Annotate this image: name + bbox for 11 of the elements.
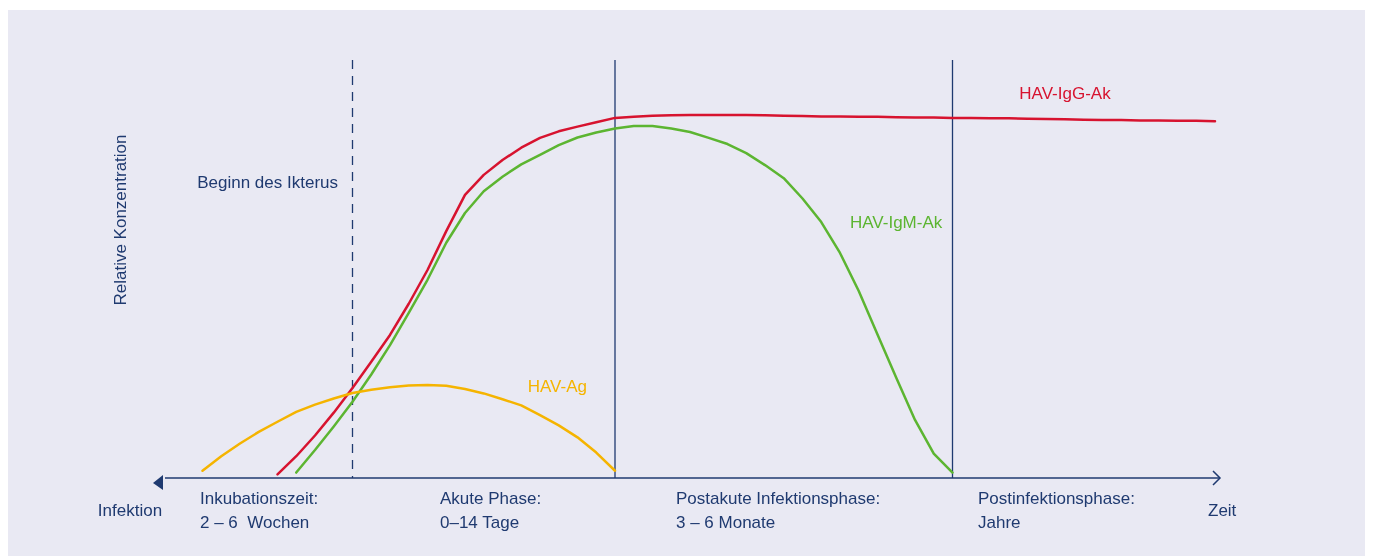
series-label: HAV-IgG-Ak [1019,84,1112,104]
text: Postinfektionsphase: Jahre [978,489,1135,532]
x-axis-title: Zeit [1208,501,1237,520]
text: Inkubationszeit: 2 – 6 Wochen [200,489,319,532]
text: Infektion [97,501,163,520]
text: Akute Phase: 0–14 Tage [440,489,542,532]
annotation: Beginn des Ikterus [197,173,338,192]
series-label: HAV-Ag [527,377,587,397]
y-axis-title: Relative Konzentration [111,134,130,306]
series-label: HAV-IgM-Ak [850,212,943,232]
text: Postakute Infektionsphase: 3 – 6 Monate [676,489,881,532]
